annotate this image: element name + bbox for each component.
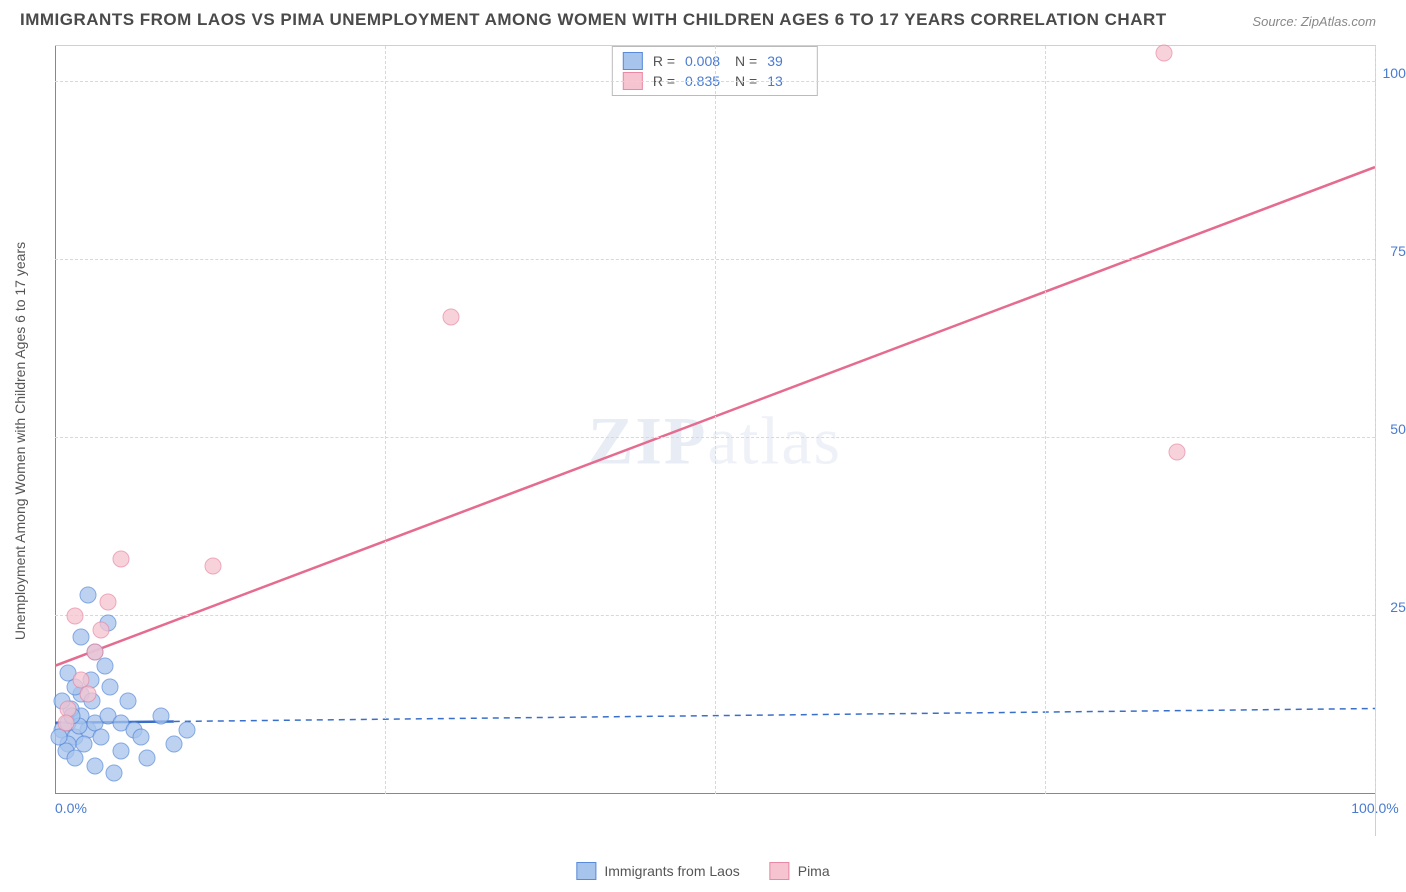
y-axis-label: Unemployment Among Women with Children A… — [12, 242, 28, 640]
stat-n-label: N = — [735, 53, 757, 69]
source-label: Source: — [1252, 14, 1297, 29]
stat-r-label: R = — [653, 53, 675, 69]
chart-title: IMMIGRANTS FROM LAOS VS PIMA UNEMPLOYMEN… — [20, 10, 1167, 30]
scatter-point — [66, 607, 83, 624]
scatter-point — [57, 714, 74, 731]
stat-n-value: 39 — [767, 53, 807, 69]
scatter-point — [99, 593, 116, 610]
scatter-point — [443, 308, 460, 325]
scatter-point — [80, 586, 97, 603]
scatter-point — [132, 729, 149, 746]
y-axis-tick: 50.0% — [1380, 421, 1406, 437]
x-axis-tick: 100.0% — [1351, 800, 1398, 816]
scatter-point — [165, 736, 182, 753]
scatter-point — [1155, 45, 1172, 62]
scatter-point — [106, 764, 123, 781]
grid-line-v — [1375, 46, 1376, 794]
scatter-point — [152, 707, 169, 724]
scatter-point — [1169, 444, 1186, 461]
scatter-point — [102, 679, 119, 696]
bottom-legend: Immigrants from Laos Pima — [576, 862, 829, 880]
scatter-point — [97, 657, 114, 674]
bottom-legend-item: Immigrants from Laos — [576, 862, 739, 880]
y-axis-tick: 75.0% — [1380, 243, 1406, 259]
y-axis-line — [55, 46, 56, 794]
scatter-point — [139, 750, 156, 767]
scatter-point — [66, 750, 83, 767]
scatter-point — [93, 729, 110, 746]
trend-line-dashed — [174, 709, 1375, 722]
scatter-point — [73, 629, 90, 646]
legend-swatch — [770, 862, 790, 880]
scatter-point — [86, 757, 103, 774]
grid-line-v — [385, 46, 386, 794]
grid-line-v — [715, 46, 716, 794]
source-value: ZipAtlas.com — [1301, 14, 1376, 29]
watermark-thin: atlas — [707, 403, 842, 479]
scatter-point — [80, 686, 97, 703]
scatter-point — [113, 550, 130, 567]
scatter-point — [119, 693, 136, 710]
x-axis-tick-origin: 0.0% — [55, 800, 87, 816]
scatter-point — [205, 558, 222, 575]
bottom-legend-label: Pima — [798, 863, 830, 879]
scatter-point — [86, 643, 103, 660]
stat-r-value: 0.008 — [685, 53, 725, 69]
grid-line-v — [1045, 46, 1046, 794]
y-axis-tick: 100.0% — [1380, 65, 1406, 81]
bottom-legend-label: Immigrants from Laos — [604, 863, 739, 879]
legend-swatch — [623, 52, 643, 70]
chart-plot-area: Unemployment Among Women with Children A… — [55, 45, 1376, 836]
scatter-point — [179, 721, 196, 738]
scatter-point — [113, 743, 130, 760]
scatter-point — [93, 622, 110, 639]
source-attribution: Source: ZipAtlas.com — [1252, 14, 1376, 29]
bottom-legend-item: Pima — [770, 862, 830, 880]
watermark-bold: ZIP — [588, 403, 707, 479]
y-axis-tick: 25.0% — [1380, 599, 1406, 615]
legend-swatch — [576, 862, 596, 880]
